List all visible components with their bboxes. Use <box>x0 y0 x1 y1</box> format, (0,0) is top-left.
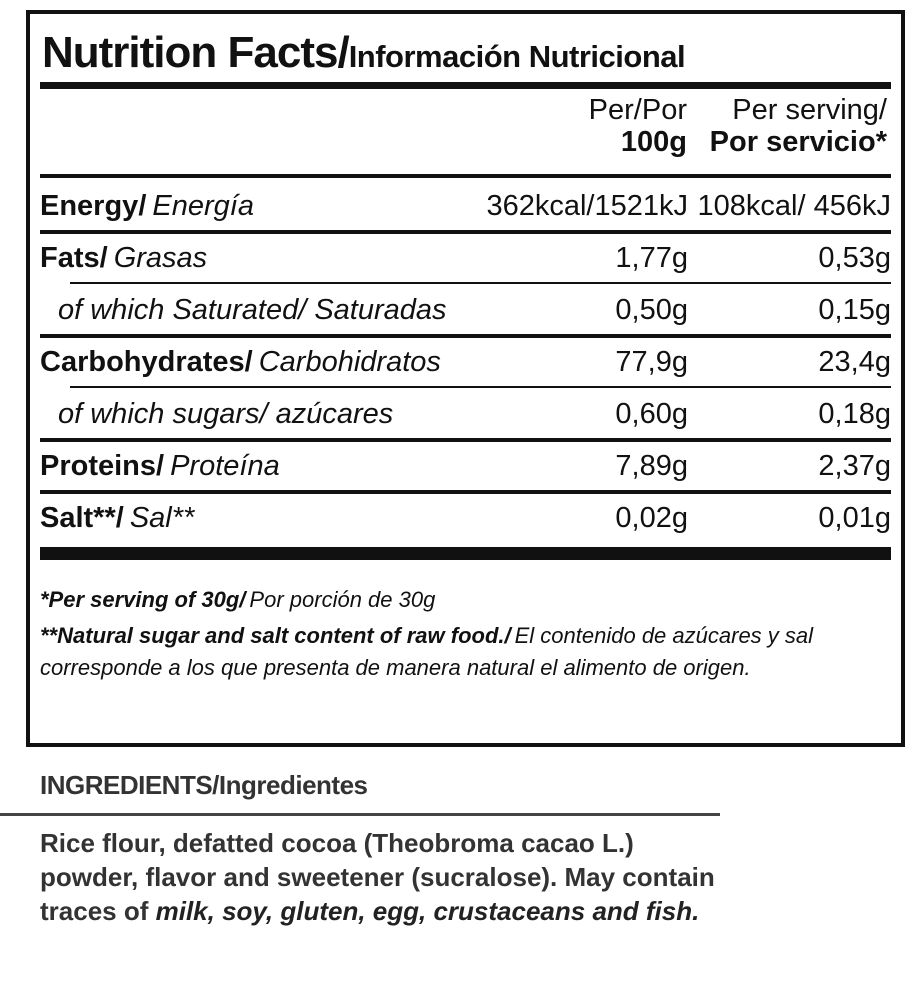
rule <box>40 547 891 560</box>
column-header: Per/Por 100g <box>589 94 687 158</box>
value-per-100g: 0,60g <box>615 398 688 430</box>
rule <box>0 813 720 816</box>
row-separator <box>40 334 891 338</box>
label-en: Proteins/ <box>40 450 165 482</box>
ingredients-title: INGREDIENTS/Ingredientes <box>40 770 720 801</box>
label-es: Grasas <box>113 242 208 274</box>
nutrition-panel: Nutrition Facts/Información Nutricional … <box>26 10 905 747</box>
label-es: Energía <box>152 190 254 222</box>
row: Proteins/Proteína 7,89g 2,37g <box>40 440 891 490</box>
value-per-100g: 0,50g <box>615 294 688 326</box>
row-separator <box>70 386 891 388</box>
row-label: of which Saturated/ Saturadas <box>58 294 447 326</box>
row: of which Saturated/ Saturadas 0,50g 0,15g <box>40 284 891 334</box>
value-per-100g: 362kcal/1521kJ <box>486 190 688 222</box>
value-per-serving: 108kcal/ 456kJ <box>697 190 891 222</box>
value-per-serving: 0,18g <box>818 398 891 430</box>
column-header: Per serving/ Por servicio* <box>710 94 887 158</box>
title-bold: Nutrition Facts/ <box>42 28 350 77</box>
row: Energy/Energía 362kcal/1521kJ 108kcal/ 456… <box>40 180 891 230</box>
row-separator <box>40 490 891 494</box>
row-label: Proteins/Proteína <box>40 450 280 483</box>
ingredients: INGREDIENTS/Ingredientes Rice flour, def… <box>0 770 720 928</box>
value-per-100g: 77,9g <box>615 346 688 378</box>
row: Fats/Grasas 1,77g 0,53g <box>40 232 891 282</box>
value-per-100g: 7,89g <box>615 450 688 482</box>
row-label: Fats/Grasas <box>40 242 207 275</box>
ingredients-title-bold: INGREDIENTS/ <box>40 770 219 800</box>
ingredients-list: Rice flour, defatted cocoa (Theobroma ca… <box>40 828 715 926</box>
label-en: Carbohydrates/ <box>40 346 253 378</box>
row-label: of which sugars/ azúcares <box>58 398 394 430</box>
value-per-serving: 23,4g <box>818 346 891 378</box>
note: **Natural sugar and salt content of raw … <box>40 620 860 684</box>
row-label: Carbohydrates/Carbohidratos <box>40 346 441 379</box>
ingredients-title-rest: Ingredientes <box>218 770 368 800</box>
value-per-serving: 0,01g <box>818 502 891 534</box>
label-en: Energy/ <box>40 190 147 222</box>
row-separator <box>70 282 891 284</box>
column-line: 100g <box>620 126 687 158</box>
rule <box>40 82 891 89</box>
row-separator <box>40 438 891 442</box>
value-per-serving: 0,53g <box>818 242 891 274</box>
value-per-100g: 1,77g <box>615 242 688 274</box>
allergens: milk, soy, gluten, egg, crustaceans and … <box>155 896 700 926</box>
column-line: Per serving/ <box>732 94 887 126</box>
label-en: Fats/ <box>40 242 108 274</box>
ingredients-text: Rice flour, defatted cocoa (Theobroma ca… <box>40 826 720 928</box>
row-label: Energy/Energía <box>40 190 254 223</box>
column-line: Por servicio* <box>709 126 887 158</box>
value-per-100g: 0,02g <box>615 502 688 534</box>
note-bold: **Natural sugar and salt content of raw … <box>40 623 511 648</box>
notes: *Per serving of 30g/Por porción de 30g **… <box>40 584 860 688</box>
rule <box>40 174 891 178</box>
value-per-serving: 0,15g <box>818 294 891 326</box>
label-es: Carbohidratos <box>258 346 441 378</box>
value-per-serving: 2,37g <box>818 450 891 482</box>
row: Salt**/Sal** 0,02g 0,01g <box>40 492 891 542</box>
note: *Per serving of 30g/Por porción de 30g <box>40 584 860 616</box>
label-en: Salt**/ <box>40 502 124 534</box>
note-bold: *Per serving of 30g/ <box>40 587 246 612</box>
label-es: Sal** <box>129 502 195 534</box>
note-text: El contenido de azúcares y sal correspon… <box>40 623 814 680</box>
row-label: Salt**/Sal** <box>40 502 194 535</box>
title-rest: Información Nutricional <box>348 39 686 74</box>
title: Nutrition Facts/Información Nutricional <box>42 28 686 78</box>
row: of which sugars/ azúcares 0,60g 0,18g <box>40 388 891 438</box>
label-es: Proteína <box>170 450 280 482</box>
row: Carbohydrates/Carbohidratos 77,9g 23,4g <box>40 336 891 386</box>
note-text: Por porción de 30g <box>249 587 436 612</box>
column-line: Per/Por <box>588 94 687 126</box>
row-separator <box>40 230 891 234</box>
